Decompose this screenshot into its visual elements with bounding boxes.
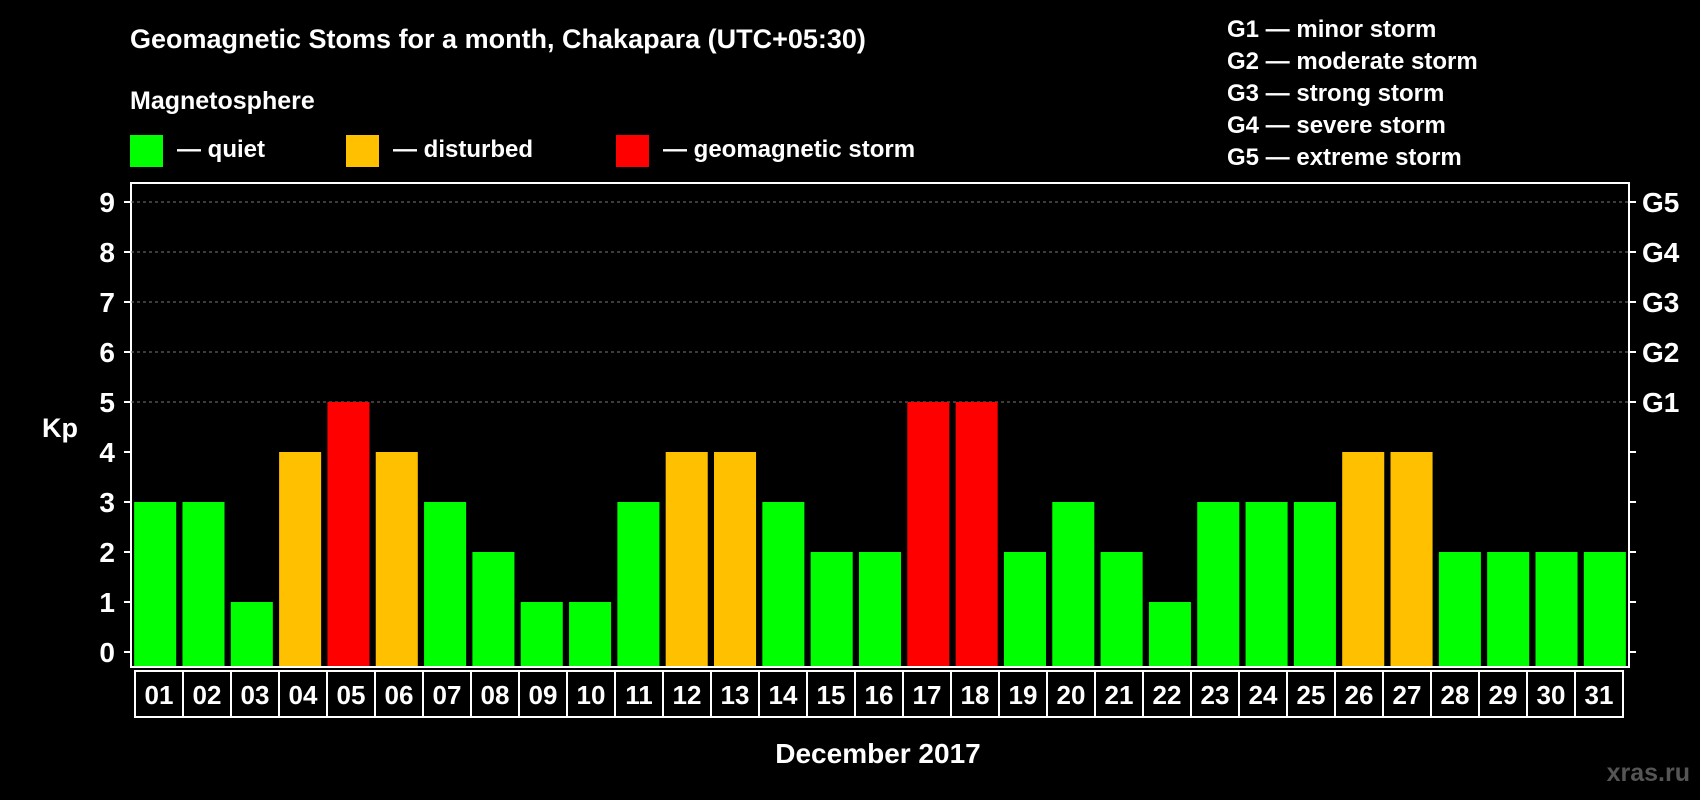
g-level-label: G4 (1642, 237, 1680, 268)
bar (1390, 452, 1433, 666)
bar (1535, 552, 1578, 666)
bar (1438, 552, 1481, 666)
bar (955, 402, 998, 666)
storm-scale-g4: G4 — severe storm (1227, 112, 1446, 139)
bar (1293, 502, 1336, 666)
y-tick-label: 8 (99, 237, 115, 268)
bar (1148, 602, 1191, 666)
plot-frame (130, 182, 1630, 668)
x-tick-label: 18 (961, 680, 990, 710)
x-tick-label: 16 (865, 680, 894, 710)
x-tick-label: 27 (1393, 680, 1422, 710)
bar (810, 552, 853, 666)
x-tick-label: 02 (193, 680, 222, 710)
bar (1583, 552, 1626, 666)
x-tick-label: 22 (1153, 680, 1182, 710)
y-tick-label: 3 (99, 487, 115, 518)
chart-title: Geomagnetic Stoms for a month, Chakapara… (130, 24, 866, 54)
x-tick-label: 15 (817, 680, 846, 710)
x-tick-label: 13 (721, 680, 750, 710)
y-tick-label: 7 (99, 287, 115, 318)
y-tick-label: 4 (99, 437, 115, 468)
x-tick-label: 05 (337, 680, 366, 710)
legend-label-storm: — geomagnetic storm (663, 136, 915, 163)
x-tick-label: 01 (145, 680, 174, 710)
bar (617, 502, 660, 666)
x-tick-label: 30 (1537, 680, 1566, 710)
x-tick-label: 03 (241, 680, 270, 710)
storm-scale-g1: G1 — minor storm (1227, 16, 1436, 43)
storm-scale-g5: G5 — extreme storm (1227, 144, 1462, 171)
legend-swatch-quiet (130, 135, 163, 167)
x-tick-label: 20 (1057, 680, 1086, 710)
bar (472, 552, 515, 666)
bar (375, 452, 418, 666)
x-tick-label: 17 (913, 680, 942, 710)
x-tick-label: 28 (1441, 680, 1470, 710)
x-tick-label: 12 (673, 680, 702, 710)
x-tick-label: 08 (481, 680, 510, 710)
bar (1245, 502, 1288, 666)
x-tick-label: 10 (577, 680, 606, 710)
x-tick-label: 09 (529, 680, 558, 710)
bar (1100, 552, 1143, 666)
x-tick-label: 07 (433, 680, 462, 710)
bar (230, 602, 273, 666)
y-axis-label: Kp (42, 413, 78, 443)
g-level-label: G3 (1642, 287, 1679, 318)
bar (1487, 552, 1530, 666)
bar (1003, 552, 1046, 666)
legend-title: Magnetosphere (130, 87, 315, 115)
x-tick-label: 04 (289, 680, 318, 710)
y-tick-label: 1 (99, 587, 115, 618)
bar (762, 502, 805, 666)
g-level-label: G2 (1642, 337, 1679, 368)
x-tick-label: 23 (1201, 680, 1230, 710)
bar (714, 452, 757, 666)
bar (520, 602, 563, 666)
bar (1197, 502, 1240, 666)
x-tick-label: 26 (1345, 680, 1374, 710)
y-tick-label: 5 (99, 387, 115, 418)
bar (569, 602, 612, 666)
storm-scale-g2: G2 — moderate storm (1227, 48, 1478, 75)
bar (327, 402, 370, 666)
x-tick-label: 21 (1105, 680, 1134, 710)
legend-swatch-storm (616, 135, 649, 167)
x-tick-label: 19 (1009, 680, 1038, 710)
x-tick-label: 24 (1249, 680, 1278, 710)
x-tick-label: 31 (1585, 680, 1614, 710)
bar (1052, 502, 1095, 666)
bar (424, 502, 467, 666)
x-tick-label: 25 (1297, 680, 1326, 710)
x-tick-label: 29 (1489, 680, 1518, 710)
y-tick-label: 2 (99, 537, 115, 568)
bar (279, 452, 322, 666)
bar (665, 452, 708, 666)
y-tick-label: 6 (99, 337, 115, 368)
x-tick-label: 11 (625, 680, 653, 710)
x-tick-label: 14 (769, 680, 798, 710)
bar (858, 552, 902, 666)
bar (134, 502, 177, 666)
legend-label-quiet: — quiet (177, 136, 265, 163)
legend-swatch-disturbed (346, 135, 379, 167)
g-level-label: G5 (1642, 187, 1679, 218)
x-tick-label: 06 (385, 680, 414, 710)
g-level-label: G1 (1642, 387, 1679, 418)
bar (907, 402, 950, 666)
watermark: xras.ru (1607, 759, 1690, 787)
y-tick-label: 0 (99, 637, 115, 668)
storm-scale-g3: G3 — strong storm (1227, 80, 1444, 107)
bar (1342, 452, 1385, 666)
x-axis-label: December 2017 (775, 738, 980, 769)
legend-label-disturbed: — disturbed (393, 136, 533, 163)
bar (182, 502, 225, 666)
x-label-box (134, 670, 1624, 718)
y-tick-label: 9 (99, 187, 115, 218)
